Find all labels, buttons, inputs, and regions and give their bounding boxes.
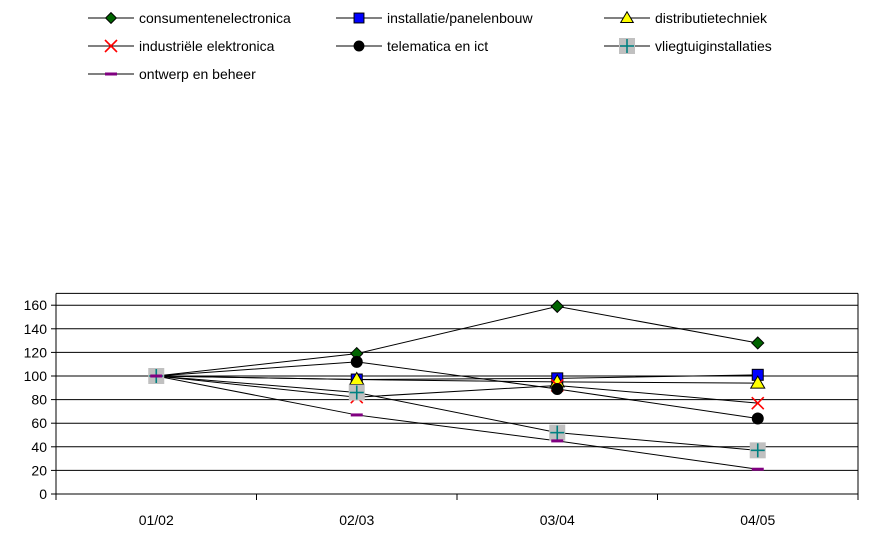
- legend-entry-industri-le-elektronica: industriële elektronica: [88, 38, 275, 54]
- data-point-industri-le-elektronica: [751, 396, 765, 410]
- y-tick-label: 80: [31, 392, 47, 408]
- axes: 0 20 40 60 80 100 120 140 160 01/02 02/03 03/04 04/0…: [24, 292, 859, 528]
- legend-entry-distributietechniek: distributietechniek: [604, 10, 768, 26]
- y-tick-label: 0: [39, 486, 47, 502]
- x-tick-label: 04/05: [740, 512, 775, 528]
- y-tick-label: 140: [24, 321, 48, 337]
- series-line-industri-le-elektronica: [156, 375, 758, 404]
- data-point-vliegtuiginstallaties: [749, 442, 766, 459]
- y-tick-label: 120: [24, 344, 48, 360]
- data-point-consumentenelectronica: [751, 336, 765, 350]
- legend-marker: [619, 10, 635, 23]
- legend-entry-installatie-panelenbouw: installatie/panelenbouw: [336, 10, 533, 26]
- legend-marker: [353, 12, 365, 24]
- data-point-telematica-en-ict: [551, 382, 564, 395]
- grid-lines: [56, 304, 858, 471]
- series-lines: [156, 305, 758, 470]
- legend-label: installatie/panelenbouw: [387, 10, 533, 26]
- legend-label: ontwerp en beheer: [139, 66, 256, 82]
- legend-entry-ontwerp-en-beheer: ontwerp en beheer: [88, 66, 256, 82]
- data-point-telematica-en-ict: [751, 412, 764, 425]
- y-tick-label: 100: [24, 368, 48, 384]
- legend: consumentenelectronica installatie/panele…: [88, 10, 772, 82]
- legend-marker: [619, 38, 635, 54]
- legend-label: distributietechniek: [655, 10, 768, 26]
- legend-entry-telematica-en-ict: telematica en ict: [336, 38, 488, 54]
- x-tick-label: 01/02: [139, 512, 174, 528]
- y-tick-label: 60: [31, 415, 47, 431]
- legend-label: telematica en ict: [387, 38, 488, 54]
- legend-entry-vliegtuiginstallaties: vliegtuiginstallaties: [604, 38, 772, 54]
- data-point-telematica-en-ict: [350, 355, 363, 368]
- series-line-vliegtuiginstallaties: [156, 375, 758, 451]
- legend-marker: [104, 11, 118, 25]
- y-tick-label: 40: [31, 439, 47, 455]
- legend-marker: [353, 40, 365, 52]
- data-point-consumentenelectronica: [550, 299, 564, 314]
- legend-label: industriële elektronica: [139, 38, 275, 54]
- data-point-vliegtuiginstallaties: [549, 424, 566, 441]
- legend-entry-consumentenelectronica: consumentenelectronica: [88, 10, 291, 26]
- data-point-distributietechniek: [749, 375, 766, 389]
- x-tick-label: 03/04: [540, 512, 575, 528]
- x-tick-label: 02/03: [339, 512, 374, 528]
- series-line-telematica-en-ict: [156, 361, 758, 419]
- y-tick-label: 20: [31, 462, 47, 478]
- legend-marker: [104, 39, 118, 53]
- series-line-consumentenelectronica: [156, 305, 758, 377]
- data-point-vliegtuiginstallaties: [348, 384, 365, 401]
- legend-label: vliegtuiginstallaties: [655, 38, 772, 54]
- series-markers: [148, 299, 766, 471]
- series-line-ontwerp-en-beheer: [156, 375, 758, 470]
- series-line-distributietechniek: [156, 375, 758, 384]
- legend-label: consumentenelectronica: [139, 10, 291, 26]
- y-tick-label: 160: [24, 297, 48, 313]
